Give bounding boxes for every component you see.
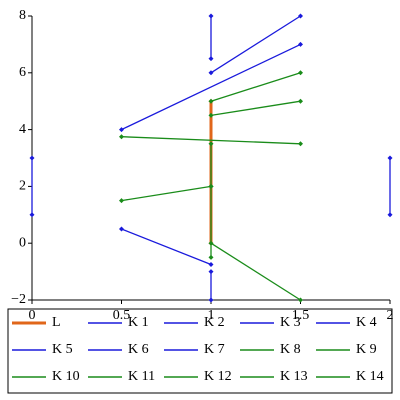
y-tick-label: 4	[19, 122, 26, 137]
marker	[119, 226, 124, 232]
y-tick-label: −2	[11, 292, 26, 307]
series-line	[210, 72, 301, 102]
legend-label: K 3	[280, 315, 301, 330]
marker	[208, 112, 214, 118]
legend-label: K 7	[204, 342, 225, 357]
y-tick-label: 8	[19, 8, 26, 23]
x-tick-label: 2	[387, 308, 394, 323]
y-tick-label: 0	[19, 235, 26, 250]
marker	[208, 70, 214, 76]
marker	[208, 269, 214, 275]
legend-label: L	[52, 315, 61, 330]
legend-box	[7, 308, 393, 394]
marker	[208, 254, 214, 260]
x-tick-label: 0.5	[113, 308, 131, 323]
legend-label: K 12	[204, 369, 232, 384]
marker	[208, 183, 214, 189]
legend-label: K 10	[52, 369, 80, 384]
legend-label: K 8	[280, 342, 301, 357]
y-tick-label: 6	[19, 65, 26, 80]
series-line	[121, 185, 212, 202]
marker	[298, 41, 303, 47]
x-tick-label: 1.5	[292, 308, 310, 323]
legend-label: K 9	[356, 342, 377, 357]
series-line	[121, 228, 212, 266]
legend-label: K 2	[204, 315, 225, 330]
legend-label: K 1	[128, 315, 149, 330]
marker	[298, 98, 303, 104]
marker	[29, 212, 35, 218]
marker	[119, 127, 124, 133]
marker	[119, 198, 124, 204]
legend-label: K 4	[356, 315, 377, 330]
marker	[208, 13, 214, 19]
marker	[387, 212, 393, 218]
series-line	[210, 15, 301, 74]
marker	[208, 56, 214, 62]
legend-label: K 6	[128, 342, 149, 357]
marker	[208, 98, 214, 104]
legend-label: K 13	[280, 369, 308, 384]
marker	[119, 134, 124, 140]
marker	[298, 13, 303, 19]
series-line	[121, 43, 301, 131]
marker	[387, 155, 393, 161]
marker	[298, 297, 303, 303]
legend-label: K 5	[52, 342, 73, 357]
marker	[298, 70, 303, 76]
marker	[208, 297, 214, 303]
marker	[29, 155, 35, 161]
x-tick-label: 1	[208, 308, 215, 323]
series-line	[121, 136, 301, 145]
marker	[208, 141, 214, 147]
series-line	[210, 242, 301, 301]
y-tick-label: 2	[19, 179, 26, 194]
legend-label: K 14	[356, 369, 384, 384]
marker	[298, 141, 303, 147]
x-tick-label: 0	[29, 308, 36, 323]
series-line	[210, 100, 301, 117]
marker	[208, 262, 214, 267]
legend-label: K 11	[128, 369, 155, 384]
